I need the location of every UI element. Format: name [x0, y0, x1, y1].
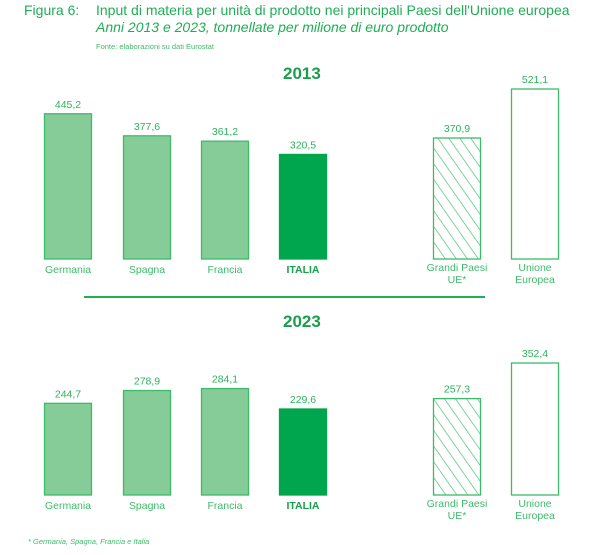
- figure-title-text: Input di materia per unità di prodotto n…: [96, 2, 570, 18]
- data-label-2013-grandi-paesi-ue: 370,9: [444, 123, 470, 135]
- figure-title: Figura 6: Input di materia per unità di p…: [24, 2, 570, 18]
- category-label-2013-grandi-paesi-ue: Grandi Paesi UE*: [427, 262, 488, 286]
- data-label-2023-grandi-paesi-ue: 257,3: [444, 384, 470, 396]
- category-label-2023-grandi-paesi-ue: Grandi Paesi UE*: [427, 498, 488, 522]
- bar-2013-grandi-paesi-ue: [432, 137, 482, 260]
- bar-2023-unione-europea: [510, 362, 560, 496]
- chart-2013: 445,2 Germania 377,6 Spagna 361,2 Francia 320,…: [43, 74, 560, 286]
- data-label-2013-francia: 361,2: [212, 126, 238, 138]
- figure-label: Figura 6:: [24, 2, 80, 18]
- footnote: * Germania, Spagna, Francia e Italia: [28, 537, 150, 546]
- bar-2013-germania: [43, 113, 93, 260]
- data-label-2013-germania: 445,2: [55, 99, 81, 111]
- category-label-2013-francia: Francia: [207, 264, 242, 276]
- bar-2023-germania: [43, 402, 93, 496]
- category-label-2013-unione-europea: Unione Europea: [515, 262, 555, 286]
- data-label-2023-germania: 244,7: [55, 388, 81, 400]
- figure-subtitle: Anni 2013 e 2023, tonnellate per milione…: [96, 19, 449, 35]
- bar-2013-unione-europea: [510, 88, 560, 260]
- category-label-2013-spagna: Spagna: [129, 264, 165, 276]
- data-label-2023-italia: 229,6: [290, 394, 316, 406]
- bar-2023-grandi-paesi-ue: [432, 397, 482, 496]
- category-label-2023-unione-europea: Unione Europea: [515, 498, 555, 522]
- category-label-2023-francia: Francia: [207, 500, 242, 512]
- category-label-2023-italia: ITALIA: [286, 500, 319, 512]
- category-label-2013-germania: Germania: [45, 264, 91, 276]
- chart-title-2013: 2013: [283, 64, 321, 83]
- bar-2013-italia: [278, 153, 328, 260]
- chart-title-2023: 2023: [283, 312, 321, 331]
- data-label-2013-spagna: 377,6: [134, 121, 160, 133]
- category-label-2023-spagna: Spagna: [129, 500, 165, 512]
- bar-2013-francia: [200, 140, 250, 260]
- category-label-2023-germania: Germania: [45, 500, 91, 512]
- chart-2023: 244,7 Germania 278,9 Spagna 284,1 Francia 229,…: [43, 348, 560, 522]
- data-label-2023-spagna: 278,9: [134, 376, 160, 388]
- bar-2023-francia: [200, 387, 250, 496]
- data-label-2013-italia: 320,5: [290, 139, 316, 151]
- bar-2023-italia: [278, 408, 328, 496]
- divider-line: [84, 296, 485, 298]
- data-label-2013-unione-europea: 521,1: [522, 74, 548, 86]
- data-label-2023-francia: 284,1: [212, 374, 238, 386]
- data-label-2023-unione-europea: 352,4: [522, 348, 548, 360]
- bar-2023-spagna: [122, 389, 172, 496]
- category-label-2013-italia: ITALIA: [286, 264, 319, 276]
- bar-2013-spagna: [122, 135, 172, 260]
- figure-source: Fonte: elaborazioni su dati Eurostat: [96, 42, 214, 51]
